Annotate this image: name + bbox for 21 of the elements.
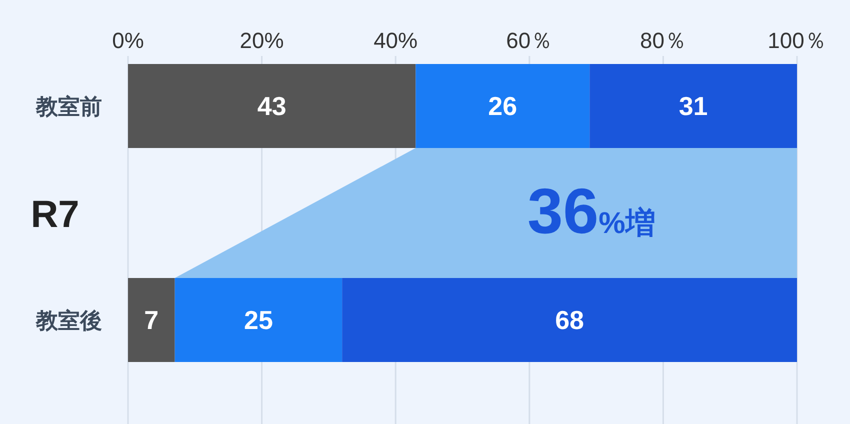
bar [128,64,416,148]
x-tick-label: 40% [374,28,418,53]
annotation: 36%増 [527,175,656,247]
data-label: 7 [144,305,159,335]
bar [590,64,797,148]
bar [174,278,342,362]
y-axis-title: R7 [30,194,80,236]
bar [416,64,590,148]
data-label: 31 [678,91,708,121]
data-label: 43 [257,91,286,121]
data-label: 26 [488,91,518,121]
bar [128,278,175,362]
x-tick-label: 60％ [506,28,553,53]
x-tick-label: 100％ [768,28,826,53]
x-tick-label: 0% [112,28,144,53]
y-tick-label: 教室前 [35,94,102,119]
x-tick-label: 20% [240,28,284,53]
data-label: 25 [244,305,273,335]
x-tick-label: 80％ [640,28,686,53]
data-label: 68 [555,305,584,335]
y-tick-label: 教室後 [35,308,102,333]
